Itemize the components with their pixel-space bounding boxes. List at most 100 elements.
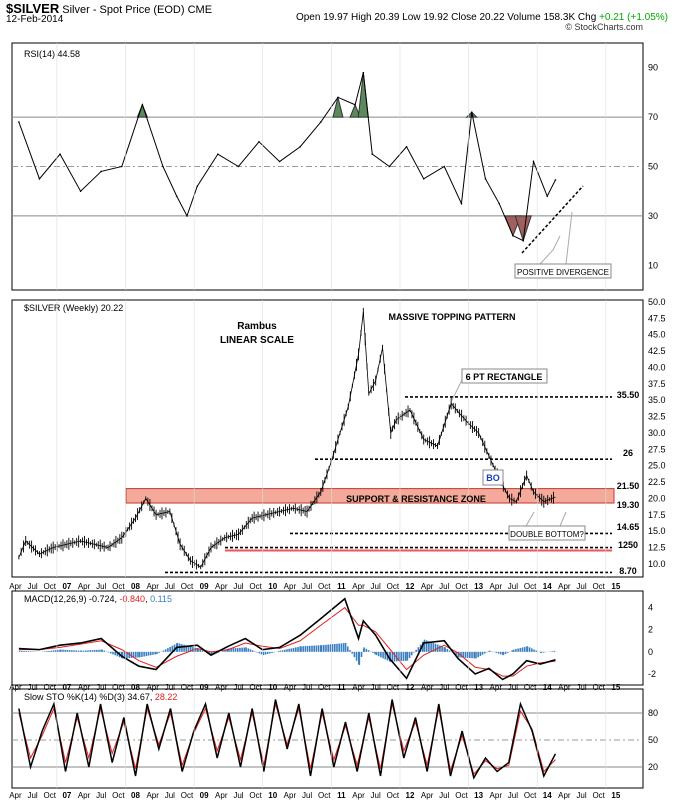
price-tick-label: 47.5 <box>648 313 666 323</box>
rsi-point <box>237 165 240 168</box>
time-axis-label: 08 <box>131 791 140 800</box>
price-tick-label: 15.0 <box>648 526 666 536</box>
macd-histogram-bar <box>553 650 556 652</box>
time-axis-label: 10 <box>268 791 277 800</box>
rsi-point <box>354 103 356 106</box>
macd-histogram-bar <box>377 651 380 657</box>
macd-histogram-bar <box>101 649 103 652</box>
macd-histogram-bar <box>344 642 347 652</box>
time-axis-label: Apr <box>352 582 365 591</box>
rsi-point <box>299 145 301 148</box>
time-axis-label: Oct <box>112 791 125 800</box>
rsi-point <box>79 190 82 192</box>
time-axis-label: Apr <box>146 683 159 692</box>
macd-histogram-bar <box>308 645 311 652</box>
macd-histogram-bar <box>251 650 254 652</box>
macd-histogram-bar <box>519 648 522 652</box>
rsi-point <box>162 165 164 168</box>
macd-histogram-bar <box>396 651 398 662</box>
macd-histogram-bar <box>297 646 299 652</box>
rsi-point <box>532 160 535 163</box>
macd-histogram-bar <box>173 644 176 652</box>
chart-symbol-header: $SILVER Silver - Spot Price (EOD) CME <box>6 1 212 16</box>
macd-histogram-bar <box>327 644 329 652</box>
macd-histogram-bar <box>398 651 400 662</box>
macd-histogram-bar <box>372 651 374 653</box>
macd-histogram-bar <box>284 649 286 652</box>
time-axis-label: Oct <box>318 791 331 800</box>
macd-histogram-bar <box>187 645 190 652</box>
time-axis-label: Jul <box>508 791 518 800</box>
time-axis-label: Jul <box>439 683 449 692</box>
macd-histogram-bar <box>367 650 370 652</box>
sto-label: Slow STO %K(14) %D(3) 34.67, 28.22 <box>24 692 177 702</box>
rsi-point <box>512 234 514 237</box>
macd-histogram-bar <box>349 650 351 652</box>
time-axis-label: 11 <box>337 683 346 692</box>
macd-histogram-bar <box>256 651 258 653</box>
time-axis-label: Apr <box>558 683 571 692</box>
macd-histogram-bar <box>107 651 110 653</box>
macd-histogram-bar <box>374 651 376 655</box>
time-axis-label: Jul <box>27 791 37 800</box>
macd-histogram-bar <box>103 650 106 652</box>
macd-histogram-bar <box>360 651 363 657</box>
level-label-8-70: 8.70 <box>619 566 637 576</box>
time-axis-label: Apr <box>490 791 503 800</box>
macd-histogram-bar <box>123 651 126 659</box>
macd-histogram-bar <box>264 651 267 655</box>
macd-histogram-bar <box>199 649 202 652</box>
zone-label: SUPPORT & RESISTANCE ZONE <box>346 494 486 504</box>
macd-histogram-bar <box>391 651 394 662</box>
macd-histogram-bar <box>68 650 71 652</box>
time-axis-label: Apr <box>78 791 91 800</box>
level-label-19-30: 19.30 <box>617 500 640 510</box>
macd-histogram-bar <box>526 646 529 652</box>
time-axis-label: Apr <box>421 683 434 692</box>
macd-histogram-bar <box>290 648 293 652</box>
time-axis-label: 10 <box>268 683 277 692</box>
macd-histogram-bar <box>147 651 150 656</box>
level-label-26: 26 <box>623 448 633 458</box>
time-axis-label: Jul <box>576 683 586 692</box>
time-axis-label: Oct <box>181 683 194 692</box>
symbol: $SILVER <box>6 1 60 16</box>
time-axis-label: Oct <box>44 791 57 800</box>
macd-histogram-bar <box>110 651 112 654</box>
rsi-point <box>278 160 281 163</box>
time-axis-label: Apr <box>78 582 91 591</box>
time-axis-label: Oct <box>318 582 331 591</box>
divergence-pointer <box>565 211 573 265</box>
time-axis-label: 11 <box>337 791 346 800</box>
rsi-overbought-fill <box>349 103 361 118</box>
macd-histogram-bar <box>162 650 165 652</box>
time-axis-label: Apr <box>215 683 228 692</box>
level-label-12-50: 1250 <box>618 540 638 550</box>
time-axis-label: Apr <box>146 582 159 591</box>
macd-histogram-bar <box>432 642 435 652</box>
time-axis-label: Jul <box>302 683 312 692</box>
macd-histogram-bar <box>384 651 387 660</box>
macd-histogram-bar <box>533 649 535 652</box>
time-axis-label: 09 <box>200 582 209 591</box>
macd-histogram-bar <box>224 650 226 652</box>
macd-histogram-bar <box>469 651 471 659</box>
time-axis-label: Jul <box>96 582 106 591</box>
time-axis-label: Apr <box>352 791 365 800</box>
macd-histogram-bar <box>167 648 169 652</box>
macd-histogram-bar <box>473 651 476 659</box>
price-tick-label: 50.0 <box>648 297 666 307</box>
rsi-overbought-fill <box>332 97 344 118</box>
rsi-point <box>546 195 549 197</box>
sto-d-line <box>18 703 556 776</box>
macd-histogram-bar <box>353 651 356 658</box>
macd-histogram-bar <box>325 644 327 652</box>
macd-histogram-bar <box>75 650 78 652</box>
support-resistance-zone <box>125 488 615 504</box>
macd-histogram-bar <box>320 645 323 652</box>
macd-histogram-bar <box>138 651 141 658</box>
macd-histogram-bar <box>181 644 183 652</box>
macd-histogram-bar <box>483 651 486 654</box>
macd-histogram-bar <box>112 651 114 655</box>
macd-histogram-bar <box>243 647 246 652</box>
